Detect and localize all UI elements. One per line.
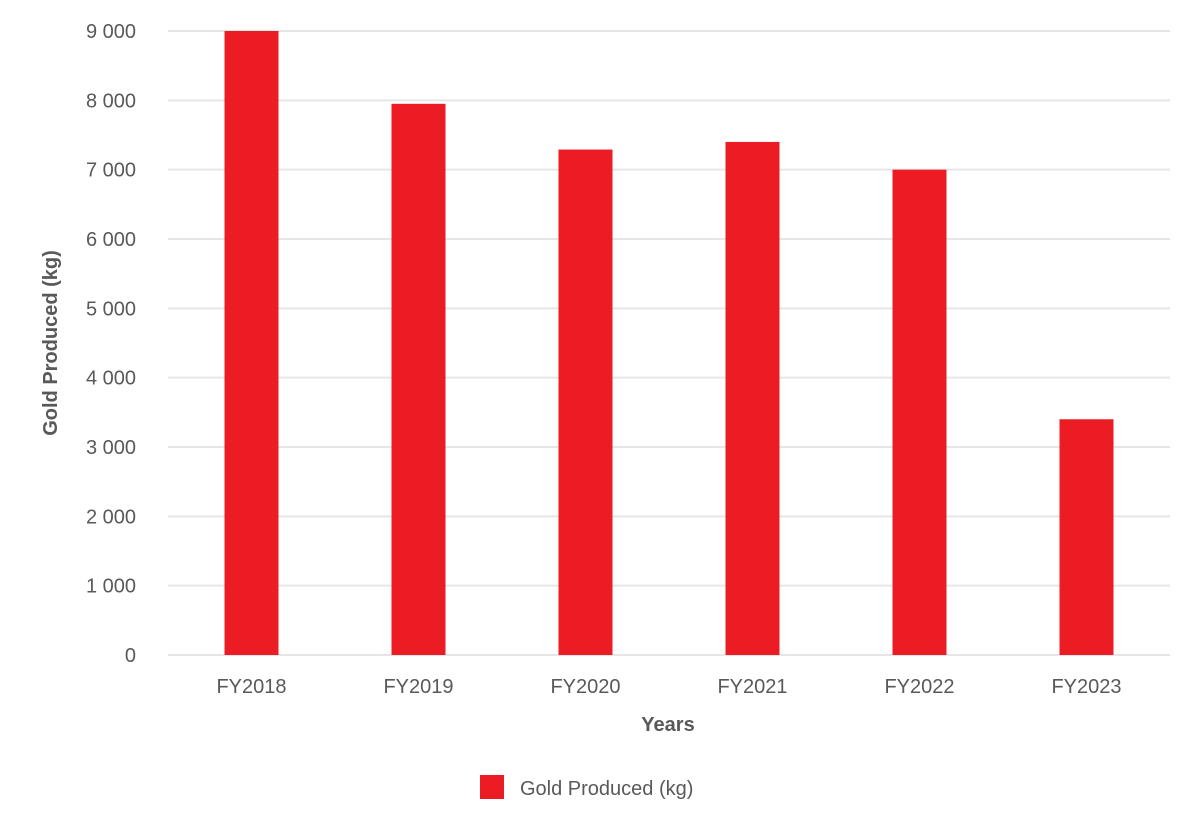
x-tick-label: FY2022: [884, 676, 954, 698]
bar-fy2021: [725, 141, 780, 655]
y-tick-label: 8 000: [86, 90, 136, 112]
x-tick-label: FY2021: [717, 676, 787, 698]
y-tick-label: 6 000: [86, 229, 136, 251]
y-tick-label: 7 000: [86, 160, 136, 182]
x-tick-label: FY2020: [550, 676, 620, 698]
y-tick-label: 4 000: [86, 368, 136, 390]
legend: Gold Produced (kg): [480, 775, 693, 800]
bar-fy2023: [1059, 419, 1114, 655]
legend-swatch: [480, 775, 504, 799]
y-tick-label: 0: [125, 645, 136, 667]
y-axis-tick-labels: 0 1 000 2 000 3 000 4 000 5 000 6 000 7 000 8 00…: [86, 21, 136, 667]
y-tick-label: 5 000: [86, 298, 136, 320]
x-axis-tick-labels: FY2018 FY2019 FY2020 FY2021 FY2022 FY2023: [216, 676, 1121, 698]
bars: [224, 31, 1114, 656]
x-tick-label: FY2023: [1051, 676, 1121, 698]
y-tick-label: 2 000: [86, 506, 136, 528]
x-axis-title: Years: [641, 714, 694, 736]
y-tick-label: 1 000: [86, 576, 136, 598]
bar-fy2018: [224, 31, 279, 655]
y-axis-title: Gold Produced (kg): [40, 250, 62, 436]
bar-fy2020: [558, 149, 613, 655]
gridlines: [168, 30, 1170, 656]
y-tick-label: 3 000: [86, 437, 136, 459]
x-tick-label: FY2018: [216, 676, 286, 698]
x-tick-label: FY2019: [383, 676, 453, 698]
y-tick-label: 9 000: [86, 21, 136, 43]
bar-fy2022: [892, 169, 947, 655]
legend-label: Gold Produced (kg): [520, 778, 693, 800]
bar-fy2019: [391, 103, 446, 656]
